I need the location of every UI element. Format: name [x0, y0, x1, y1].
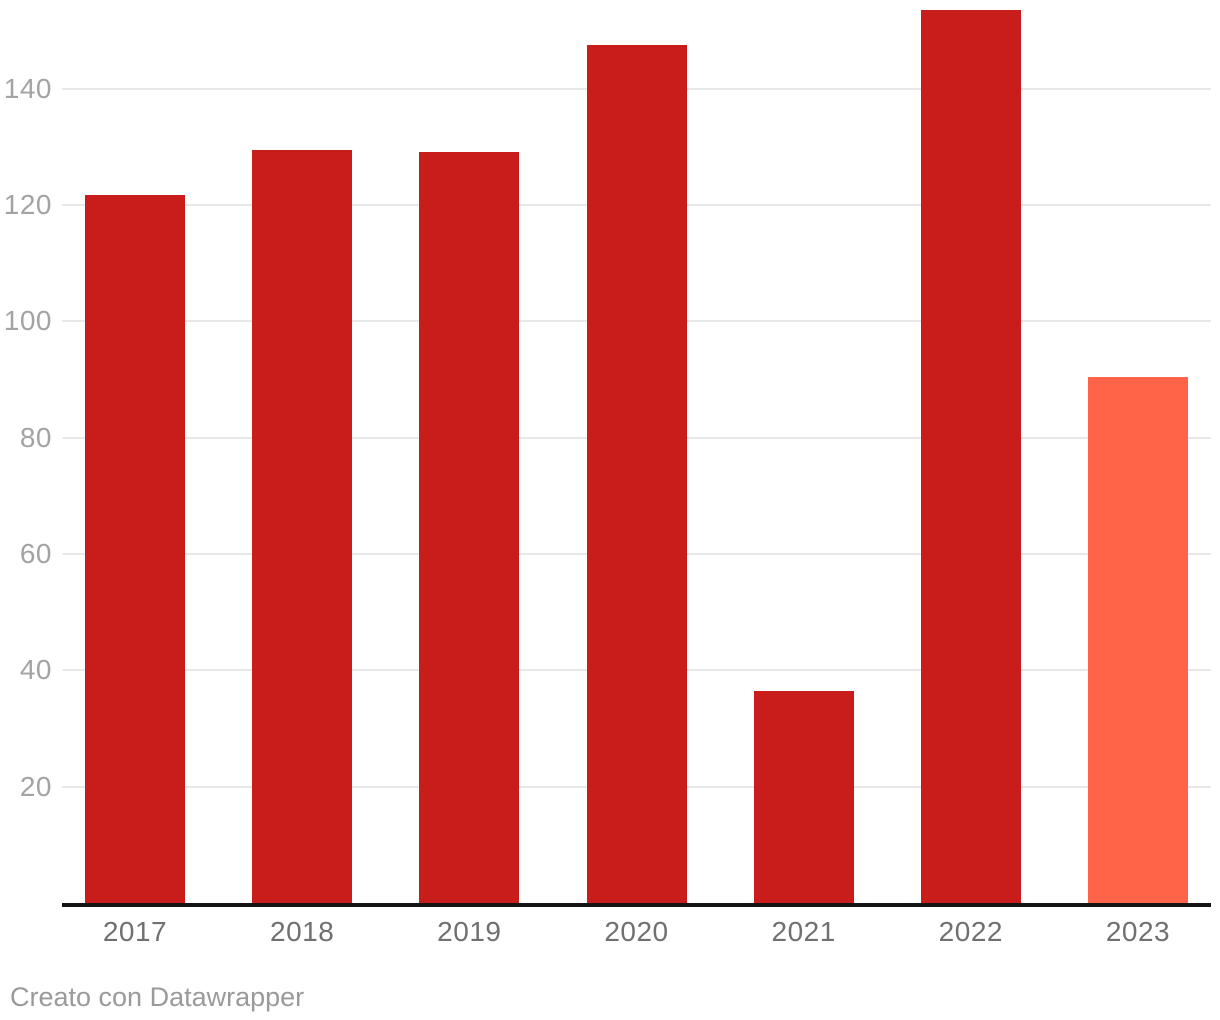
bar-2023: [1088, 376, 1188, 903]
y-tick-label-80: 80: [19, 421, 52, 453]
x-axis-line: [62, 903, 1211, 907]
y-tick-label-60: 60: [19, 538, 52, 569]
y-tick-label-100: 100: [3, 305, 52, 337]
bar-2022: [920, 10, 1021, 903]
bar-2018: [252, 149, 353, 903]
x-tick-label-2023: 2023: [1105, 916, 1171, 947]
y-tick-label-40: 40: [19, 654, 52, 686]
x-tick-label-2020: 2020: [604, 916, 669, 947]
x-tick-label-2017: 2017: [102, 916, 168, 947]
bar-2019: [419, 152, 520, 903]
x-tick-label-2019: 2019: [437, 916, 502, 947]
datawrapper-credit: Creato con Datawrapper: [10, 982, 305, 1012]
x-tick-label-2022: 2022: [938, 916, 1003, 947]
y-tick-label-120: 120: [3, 189, 52, 221]
y-tick-label-20: 20: [19, 770, 52, 802]
bar-2020: [586, 45, 687, 903]
x-tick-label-2018: 2018: [270, 916, 335, 947]
bar-2021: [753, 690, 854, 903]
y-tick-label-140: 140: [3, 72, 52, 104]
bar-2017: [85, 194, 185, 903]
x-tick-label-2021: 2021: [771, 916, 836, 947]
